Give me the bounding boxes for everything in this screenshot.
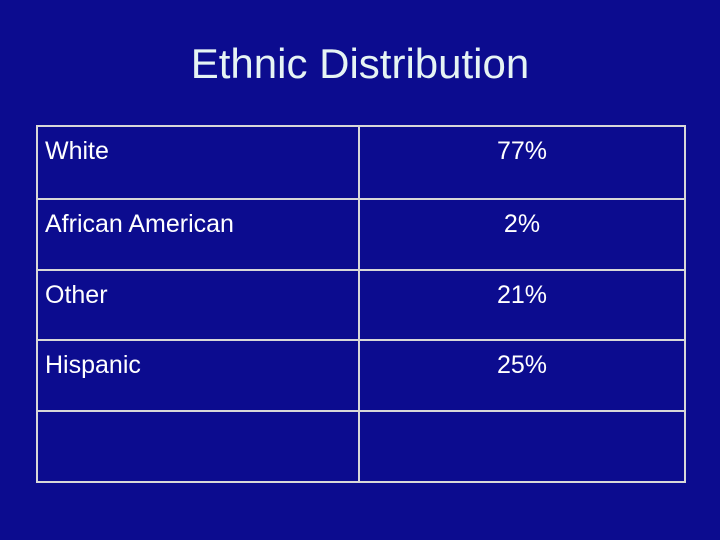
table-row: African American 2%	[38, 197, 684, 269]
label-cell: Other	[38, 270, 360, 340]
table: White 77% African American 2% Other 21% Hispan…	[36, 125, 686, 483]
slide-title: Ethnic Distribution	[190, 40, 530, 87]
label-cell: African American	[38, 199, 360, 269]
label-cell: White	[38, 127, 360, 198]
table-row: Hispanic 25%	[38, 339, 684, 411]
label-cell	[38, 412, 360, 481]
value-cell	[360, 412, 684, 481]
value-cell: 21%	[496, 280, 548, 309]
table-row	[38, 410, 684, 481]
table-row: Other 21%	[38, 268, 684, 340]
value-cell: 2%	[503, 209, 541, 238]
label-cell: Hispanic	[38, 341, 360, 411]
table-row: White 77%	[38, 127, 684, 198]
value-cell: 25%	[496, 351, 548, 380]
value-cell: 77%	[496, 137, 548, 165]
